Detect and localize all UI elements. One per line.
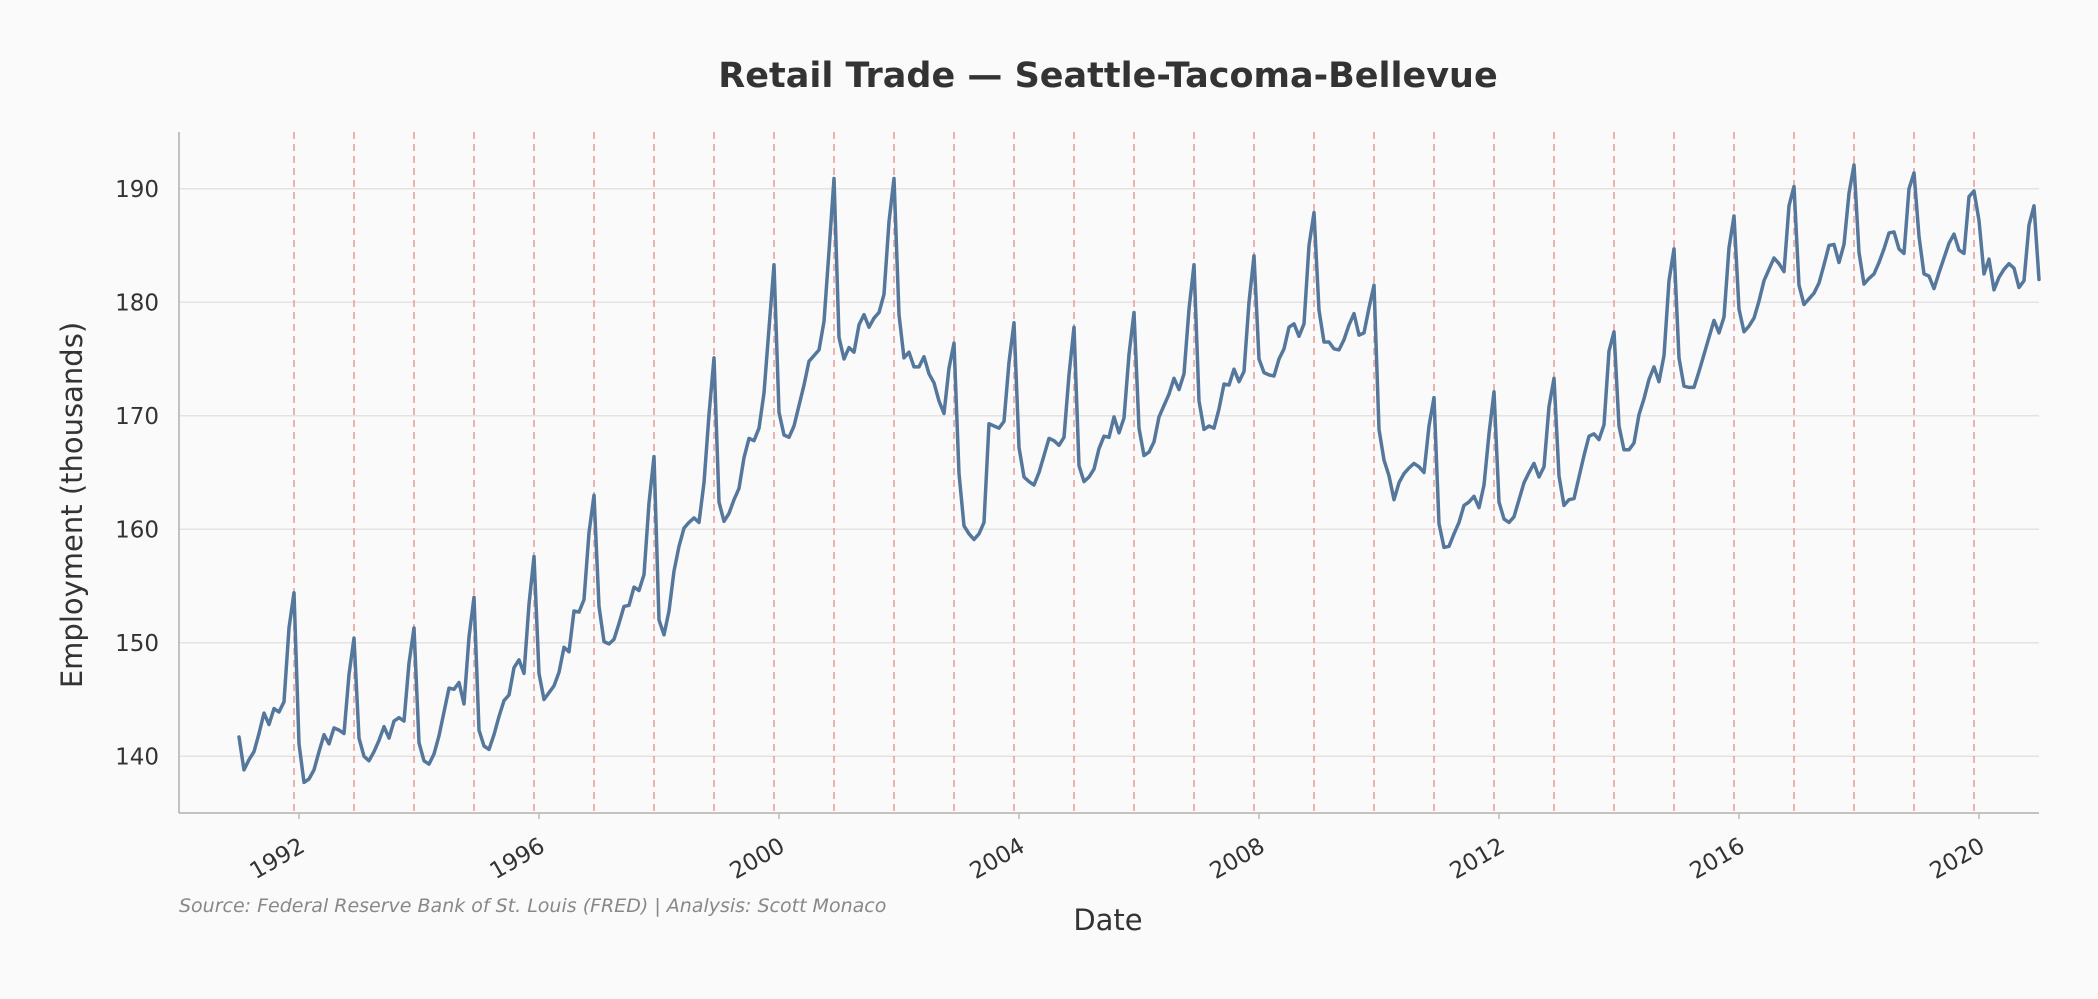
y-axis-label: Employment (thousands) [55, 322, 89, 688]
source-note: Source: Federal Reserve Bank of St. Loui… [179, 895, 886, 917]
y-tick-label: 190 [115, 177, 159, 203]
y-tick-label: 140 [115, 744, 159, 770]
gridlines [179, 188, 2039, 757]
x-axis-label: Date [1073, 903, 1142, 937]
y-tick-label: 180 [115, 290, 159, 316]
employment-series-line [237, 163, 2041, 785]
y-tick-label: 160 [115, 517, 159, 543]
series-group [237, 163, 2041, 785]
y-tick-label: 170 [115, 404, 159, 430]
y-tick-label: 150 [115, 631, 159, 657]
axes [178, 132, 2039, 814]
chart-title: Retail Trade — Seattle-Tacoma-Bellevue [718, 56, 1497, 96]
y-tick-labels: 140 150 160 170 180 190 [115, 177, 159, 771]
